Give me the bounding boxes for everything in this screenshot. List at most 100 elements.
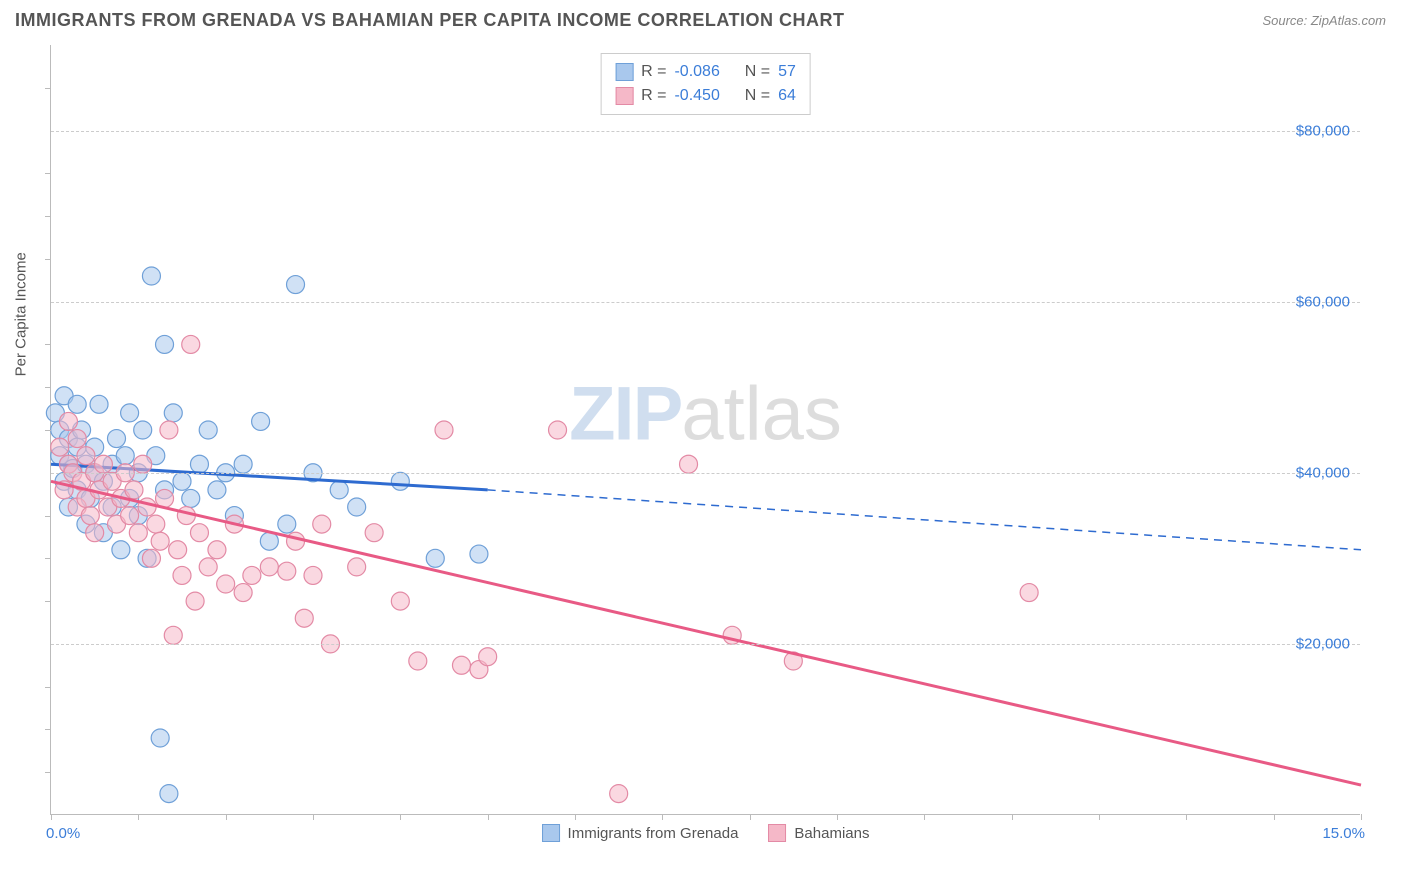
scatter-point — [134, 421, 152, 439]
scatter-point — [278, 515, 296, 533]
y-minor-tick — [45, 430, 51, 431]
chart-plot-area: Per Capita Income ZIPatlas R =-0.086 N =… — [50, 45, 1360, 815]
scatter-point — [112, 541, 130, 559]
scatter-point — [426, 549, 444, 567]
scatter-point — [190, 455, 208, 473]
scatter-point — [94, 455, 112, 473]
legend-label: Immigrants from Grenada — [568, 825, 739, 842]
scatter-point — [77, 447, 95, 465]
scatter-point — [142, 549, 160, 567]
legend-item: Bahamians — [768, 824, 869, 842]
y-axis-label: Per Capita Income — [13, 252, 30, 376]
scatter-point — [295, 609, 313, 627]
scatter-point — [121, 507, 139, 525]
scatter-point — [182, 335, 200, 353]
scatter-point — [160, 785, 178, 803]
scatter-point — [1020, 584, 1038, 602]
scatter-point — [173, 566, 191, 584]
legend-swatch — [768, 824, 786, 842]
x-tick — [400, 814, 401, 820]
legend-swatch — [615, 87, 633, 105]
scatter-point — [252, 412, 270, 430]
scatter-point — [129, 524, 147, 542]
x-tick — [924, 814, 925, 820]
y-minor-tick — [45, 558, 51, 559]
chart-title: IMMIGRANTS FROM GRENADA VS BAHAMIAN PER … — [15, 10, 844, 31]
scatter-point — [125, 481, 143, 499]
stat-legend: R =-0.086 N =57R =-0.450 N =64 — [600, 53, 811, 115]
legend-label: Bahamians — [794, 825, 869, 842]
scatter-point — [365, 524, 383, 542]
scatter-point — [199, 421, 217, 439]
x-tick — [51, 814, 52, 820]
scatter-point — [549, 421, 567, 439]
stat-n-value: 64 — [778, 84, 796, 108]
scatter-point — [278, 562, 296, 580]
y-tick-label: $20,000 — [1296, 635, 1350, 652]
stat-legend-row: R =-0.086 N =57 — [615, 60, 796, 84]
y-minor-tick — [45, 344, 51, 345]
scatter-point — [479, 648, 497, 666]
scatter-point — [680, 455, 698, 473]
scatter-point — [108, 430, 126, 448]
scatter-point — [287, 532, 305, 550]
scatter-point — [164, 626, 182, 644]
stat-n-value: 57 — [778, 60, 796, 84]
x-tick — [837, 814, 838, 820]
x-axis-min-label: 0.0% — [46, 825, 80, 842]
y-tick-label: $40,000 — [1296, 464, 1350, 481]
scatter-point — [260, 558, 278, 576]
y-tick-label: $60,000 — [1296, 293, 1350, 310]
scatter-point — [348, 498, 366, 516]
stat-legend-row: R =-0.450 N =64 — [615, 84, 796, 108]
x-axis-max-label: 15.0% — [1322, 825, 1365, 842]
y-tick-label: $80,000 — [1296, 122, 1350, 139]
scatter-point — [151, 532, 169, 550]
gridline — [51, 302, 1360, 303]
y-minor-tick — [45, 387, 51, 388]
scatter-point — [610, 785, 628, 803]
stat-r-value: -0.086 — [674, 60, 719, 84]
scatter-point — [156, 335, 174, 353]
scatter-point — [173, 472, 191, 490]
stat-n-label: N = — [745, 60, 770, 84]
source-label: Source: ZipAtlas.com — [1262, 13, 1386, 28]
scatter-point — [208, 541, 226, 559]
y-minor-tick — [45, 729, 51, 730]
x-tick — [488, 814, 489, 820]
scatter-point — [151, 729, 169, 747]
y-minor-tick — [45, 88, 51, 89]
scatter-point — [409, 652, 427, 670]
x-tick — [1099, 814, 1100, 820]
y-minor-tick — [45, 687, 51, 688]
scatter-point — [68, 430, 86, 448]
scatter-point — [452, 656, 470, 674]
scatter-point — [313, 515, 331, 533]
scatter-point — [391, 592, 409, 610]
y-minor-tick — [45, 516, 51, 517]
legend-item: Immigrants from Grenada — [542, 824, 739, 842]
scatter-point — [217, 575, 235, 593]
scatter-point — [234, 455, 252, 473]
y-minor-tick — [45, 173, 51, 174]
scatter-svg — [51, 45, 1360, 814]
scatter-point — [190, 524, 208, 542]
scatter-point — [90, 395, 108, 413]
scatter-point — [86, 524, 104, 542]
scatter-point — [435, 421, 453, 439]
regression-line — [51, 481, 1361, 785]
scatter-point — [51, 438, 69, 456]
x-tick — [226, 814, 227, 820]
x-tick — [750, 814, 751, 820]
scatter-point — [391, 472, 409, 490]
scatter-point — [164, 404, 182, 422]
y-minor-tick — [45, 772, 51, 773]
scatter-point — [160, 421, 178, 439]
scatter-point — [142, 267, 160, 285]
scatter-point — [59, 412, 77, 430]
y-minor-tick — [45, 216, 51, 217]
scatter-point — [116, 447, 134, 465]
scatter-point — [287, 276, 305, 294]
stat-r-value: -0.450 — [674, 84, 719, 108]
x-tick — [1186, 814, 1187, 820]
